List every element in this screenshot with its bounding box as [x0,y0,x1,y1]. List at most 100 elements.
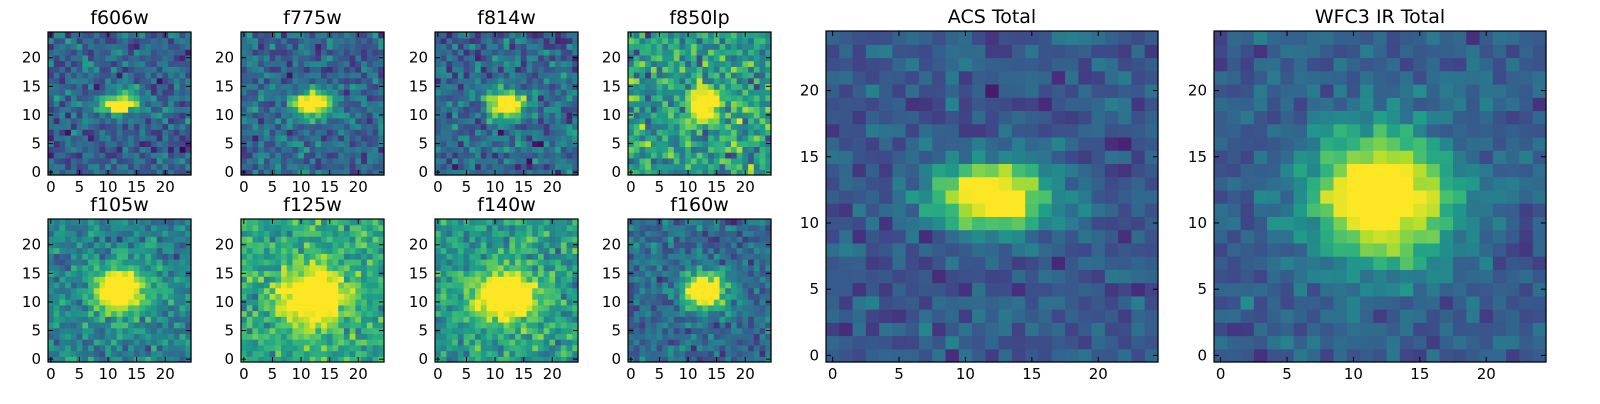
heatmap-cell [122,288,128,294]
heatmap-cell [162,299,168,305]
heatmap-cell [128,32,134,38]
heatmap-cell [561,333,567,339]
heatmap-cell [492,345,498,351]
heatmap-cell [304,351,310,357]
heatmap-cell [498,276,504,282]
heatmap-cell [361,152,367,158]
heatmap-cell [561,305,567,311]
heatmap-cell [321,265,327,271]
heatmap-cell [310,101,316,107]
heatmap-cell [275,101,281,107]
heatmap-cell [504,38,510,44]
heatmap-cell [292,259,298,265]
heatmap-cell [492,253,498,259]
heatmap-cell [355,55,361,61]
heatmap-cell [88,333,94,339]
heatmap-cell [685,112,691,118]
heatmap-cell [634,49,640,55]
heatmap-cell [509,72,515,78]
heatmap-cell [241,316,247,322]
heatmap-cell [549,66,555,72]
heatmap-cell [134,276,140,282]
heatmap-cell [708,38,714,44]
heatmap-cell [140,106,146,112]
heatmap-cell [742,124,748,130]
heatmap-cell [714,305,720,311]
heatmap-cell [668,299,674,305]
heatmap-cell [321,282,327,288]
heatmap-cell [77,351,83,357]
heatmap-cell [99,345,105,351]
heatmap-cell [281,333,287,339]
heatmap-cell [725,141,731,147]
heatmap-cell [264,225,270,231]
heatmap-cell [464,293,470,299]
heatmap-cell [481,158,487,164]
heatmap-cell [111,305,117,311]
heatmap-cell [128,83,134,89]
heatmap-cell [174,225,180,231]
heatmap-cell [145,32,151,38]
heatmap-cell [674,129,680,135]
heatmap-cell [674,282,680,288]
heatmap-cell [71,299,77,305]
heatmap-cell [338,61,344,67]
heatmap-cell [355,351,361,357]
heatmap-cell [252,43,258,49]
heatmap-cell [77,106,83,112]
heatmap-cell [567,164,573,170]
heatmap-cell [252,259,258,265]
y-tick-label: 0 [611,163,621,181]
heatmap-cell [338,265,344,271]
heatmap-cell [367,270,373,276]
heatmap-cell [275,38,281,44]
heatmap-cell [567,316,573,322]
heatmap-cell [435,78,441,84]
heatmap-cell [532,141,538,147]
heatmap-cell [65,83,71,89]
heatmap-cell [515,38,521,44]
heatmap-cell [140,43,146,49]
heatmap-cell [122,225,128,231]
heatmap-cell [99,253,105,259]
heatmap-cell [174,106,180,112]
heatmap-cell [292,311,298,317]
heatmap-cell [77,146,83,152]
heatmap-cell [94,299,100,305]
heatmap-cell [748,305,754,311]
heatmap-cell [247,253,253,259]
heatmap-cell [270,328,276,334]
heatmap-cell [321,146,327,152]
heatmap-cell [315,219,321,225]
heatmap-cell [258,288,264,294]
heatmap-cell [105,83,111,89]
heatmap-cell [567,152,573,158]
heatmap-cell [333,316,339,322]
heatmap-cell [247,242,253,248]
heatmap-cell [270,89,276,95]
heatmap-cell [252,118,258,124]
heatmap-cell [162,101,168,107]
heatmap-cell [304,276,310,282]
heatmap-cell [561,141,567,147]
heatmap-cell [532,129,538,135]
heatmap-cell [88,101,94,107]
heatmap-cell [247,89,253,95]
heatmap-cell [645,89,651,95]
heatmap-cell [59,276,65,282]
heatmap-cell [174,72,180,78]
heatmap-cell [720,345,726,351]
heatmap-cell [515,66,521,72]
heatmap-cell [725,322,731,328]
heatmap-cell [287,43,293,49]
heatmap-cell [628,305,634,311]
heatmap-cell [241,322,247,328]
heatmap-cell [720,322,726,328]
heatmap-cell [270,141,276,147]
heatmap-cell [544,61,550,67]
heatmap-cell [140,305,146,311]
heatmap-cell [344,265,350,271]
heatmap-cell [651,351,657,357]
heatmap-cell [527,230,533,236]
heatmap-cell [657,95,663,101]
